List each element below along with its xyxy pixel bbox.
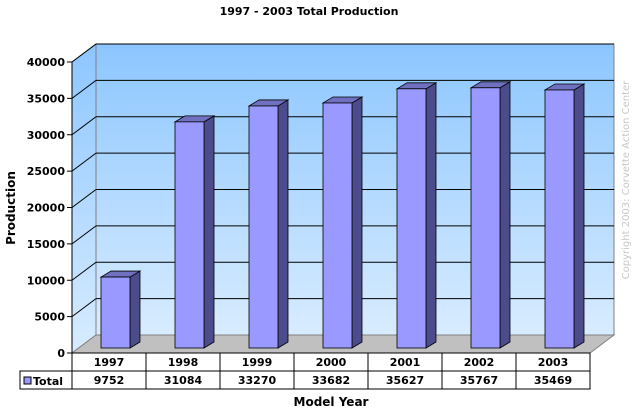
legend-label: Total <box>33 375 63 388</box>
y-tick-label: 30000 <box>27 129 66 142</box>
y-tick-label: 15000 <box>27 238 66 251</box>
gridline-side <box>71 189 97 208</box>
x-tick-label: 2002 <box>464 356 495 369</box>
y-tick-label: 10000 <box>27 274 66 287</box>
gridline-side <box>71 225 97 245</box>
y-axis-label: Production <box>4 171 18 245</box>
bar-side <box>203 115 215 349</box>
y-tick-label: 25000 <box>27 165 66 178</box>
bar-side <box>129 270 141 349</box>
gridline-side <box>71 298 97 318</box>
x-tick-label: 1997 <box>94 356 125 369</box>
x-axis-label: Model Year <box>294 395 369 409</box>
table-data-row <box>19 370 591 390</box>
table-value: 33270 <box>238 374 277 387</box>
bar-1998 <box>174 121 205 349</box>
y-tick-label: 40000 <box>27 56 66 69</box>
bar-side <box>425 82 437 349</box>
chart-title: 1997 - 2003 Total Production <box>220 5 399 18</box>
bar-2002 <box>470 87 501 349</box>
gridline-side <box>71 152 97 172</box>
gridline-side <box>71 79 97 99</box>
x-tick-label: 2003 <box>538 356 569 369</box>
table-value: 33682 <box>312 374 350 387</box>
gridline-side <box>71 43 97 63</box>
table-value: 35469 <box>534 374 572 387</box>
table-value: 31084 <box>164 374 203 387</box>
x-tick-label: 1998 <box>168 356 199 369</box>
table-value: 35767 <box>460 374 498 387</box>
watermark: Copyright 2003: Corvette Action Center <box>621 80 632 280</box>
bar-side <box>351 96 363 349</box>
table-value: 35627 <box>386 374 424 387</box>
y-tick-label: 35000 <box>27 92 66 105</box>
bar-side <box>277 99 289 349</box>
gridline-side <box>71 261 97 281</box>
x-tick-label: 2001 <box>390 356 421 369</box>
bar-1997 <box>100 276 131 349</box>
bar-2001 <box>396 88 427 349</box>
bar-side <box>573 83 585 349</box>
bar-2003 <box>544 89 575 349</box>
legend-swatch <box>23 376 32 385</box>
x-tick-label: 1999 <box>242 356 273 369</box>
x-tick-label: 2000 <box>316 356 347 369</box>
y-tick-label: 5000 <box>34 311 65 324</box>
bar-1999 <box>248 105 279 349</box>
bar-side <box>499 81 511 349</box>
table-value: 9752 <box>94 374 125 387</box>
bar-2000 <box>322 102 353 349</box>
y-tick-label: 0 <box>57 347 65 360</box>
y-tick-label: 20000 <box>27 202 66 215</box>
gridline-side <box>71 116 97 136</box>
